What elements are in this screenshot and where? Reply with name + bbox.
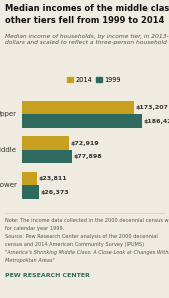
Text: $77,898: $77,898 (74, 154, 102, 159)
Text: Note: The income data collected in the 2000 decennial census were: Note: The income data collected in the 2… (5, 218, 169, 223)
Text: Source: Pew Research Center analysis of the 2000 decennial: Source: Pew Research Center analysis of … (5, 234, 158, 239)
Bar (22, 101, 134, 114)
Text: census and 2014 American Community Survey (IPUMS): census and 2014 American Community Surve… (5, 242, 144, 247)
Text: $72,919: $72,919 (71, 141, 99, 146)
Bar (22, 150, 72, 163)
Text: Metropolitan Areas": Metropolitan Areas" (5, 258, 55, 263)
Bar (22, 114, 142, 128)
Text: Middle: Middle (0, 147, 17, 153)
Text: "America’s Shrinking Middle Class: A Close Look at Changes Within: "America’s Shrinking Middle Class: A Clo… (5, 250, 169, 255)
Bar (22, 136, 69, 150)
Text: Median income of households, by income tier, in 2013-14
dollars and scaled to re: Median income of households, by income t… (5, 34, 169, 46)
Text: $173,207: $173,207 (135, 105, 168, 110)
Text: Median incomes of the middle class and
other tiers fell from 1999 to 2014: Median incomes of the middle class and o… (5, 4, 169, 24)
Bar (22, 185, 39, 199)
Text: PEW RESEARCH CENTER: PEW RESEARCH CENTER (5, 273, 90, 278)
Bar (22, 172, 37, 185)
Legend: 2014, 1999: 2014, 1999 (67, 77, 121, 83)
Text: $186,424: $186,424 (144, 119, 169, 124)
Text: for calendar year 1999.: for calendar year 1999. (5, 226, 64, 231)
Text: $23,811: $23,811 (39, 176, 68, 181)
Text: $26,373: $26,373 (41, 190, 69, 195)
Text: Upper: Upper (0, 111, 17, 117)
Text: Lower: Lower (0, 182, 17, 188)
